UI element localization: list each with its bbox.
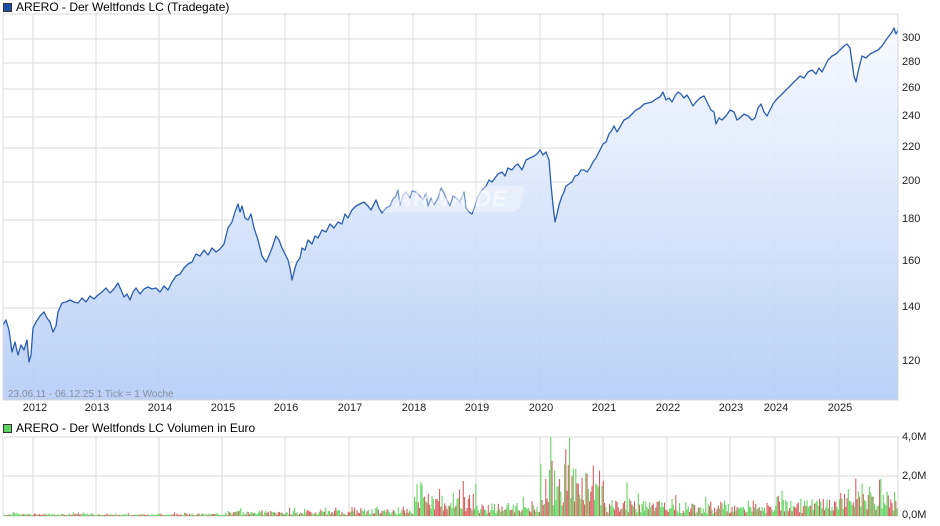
price-y-tick: 240 [902,110,921,122]
price-y-tick: 200 [902,175,921,187]
x-tick-year: 2018 [401,402,427,414]
price-legend: ARERO - Der Weltfonds LC (Tradegate) [3,0,229,14]
volume-legend-swatch [3,423,12,433]
watermark: ARIVA.DE [378,186,526,212]
x-tick-year: 2013 [84,402,110,414]
price-y-tick: 160 [902,255,921,267]
x-tick-year: 2022 [655,402,681,414]
x-tick-year: 2020 [528,402,554,414]
price-chart [2,13,899,401]
volume-bars [4,437,898,516]
price-area-fill [3,28,898,400]
x-tick-year: 2017 [337,402,363,414]
x-tick-year: 2023 [718,402,744,414]
volume-plot-area [2,436,899,517]
price-y-tick: 220 [902,141,921,153]
price-legend-swatch [3,2,12,12]
volume-y-tick: 4,0M [902,431,927,443]
volume-legend-label: ARERO - Der Weltfonds LC Volumen in Euro [16,421,256,435]
x-tick-year: 2015 [210,402,236,414]
x-tick-year: 2012 [22,402,48,414]
price-legend-label: ARERO - Der Weltfonds LC (Tradegate) [16,0,230,14]
price-y-tick: 280 [902,56,921,68]
x-tick-year: 2014 [147,402,173,414]
price-y-tick: 140 [902,301,921,313]
x-tick-year: 2021 [591,402,617,414]
volume-legend: ARERO - Der Weltfonds LC Volumen in Euro [3,421,255,435]
price-y-tick: 180 [902,213,921,225]
x-tick-year: 2016 [273,402,299,414]
x-tick-year: 2024 [763,402,789,414]
x-tick-year: 2025 [827,402,853,414]
volume-y-tick: 2,0M [902,470,927,482]
volume-v-gridlines [32,437,840,516]
price-line [2,27,899,363]
price-y-tick: 260 [902,82,921,94]
price-y-tick: 300 [902,32,921,44]
volume-y-tick: 0,0M [902,509,927,521]
date-range-note: 23.06.11 - 06.12.25 1 Tick = 1 Woche [8,389,174,400]
x-tick-year: 2019 [464,402,490,414]
price-y-tick: 120 [902,355,921,367]
